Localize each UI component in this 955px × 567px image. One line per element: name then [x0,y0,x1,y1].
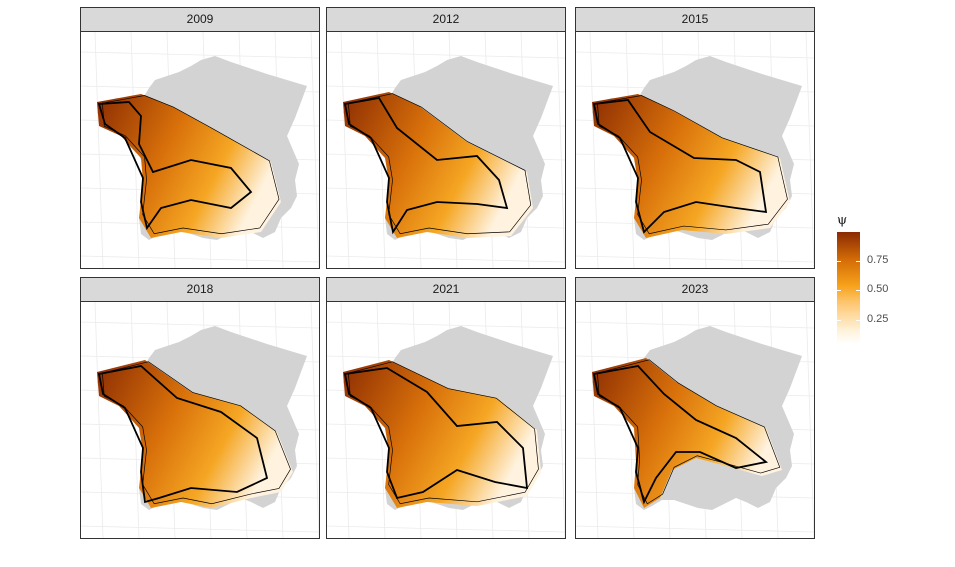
contour-low [596,95,788,235]
legend-tick-label: 0.50 [867,283,889,295]
occupancy-map [327,32,565,268]
occupancy-map [327,302,565,538]
contour-low [348,361,539,505]
occupancy-region [97,360,293,508]
facet-strip-label: 2021 [327,278,565,302]
facet-strip-label: 2012 [327,8,565,32]
contour-low [101,95,280,235]
contour-high [592,99,768,234]
contour-low [597,359,781,505]
contour-low [348,93,532,235]
occupancy-map [576,32,814,268]
contour-low [102,361,291,505]
facet-panel: 2021 [326,277,566,539]
facet-panel: 2012 [326,7,566,269]
facet-panel: 2009 [80,7,320,269]
legend-title: ψ [837,213,848,228]
legend-tick-label: 0.75 [867,254,889,266]
contour-high [343,367,529,500]
facet-strip-label: 2023 [576,278,814,302]
contour-high [97,365,269,504]
contour-high [343,97,509,235]
occupancy-region [592,358,782,508]
legend-colorbar [837,232,860,344]
facet-panel: 2015 [575,7,815,269]
contour-high [592,365,769,505]
contour-high [97,101,253,231]
occupancy-region [343,92,533,238]
facet-strip-label: 2018 [81,278,319,302]
occupancy-region [97,94,281,238]
legend-tick-label: 0.25 [867,313,889,325]
facet-strip-label: 2009 [81,8,319,32]
facet-strip-label: 2015 [576,8,814,32]
facet-panel: 2023 [575,277,815,539]
occupancy-map [81,32,319,268]
facet-panel: 2018 [80,277,320,539]
occupancy-region [592,94,790,238]
occupancy-map [576,302,814,538]
legend: ψ 0.75 0.50 0.25 [833,213,903,353]
occupancy-map [81,302,319,538]
